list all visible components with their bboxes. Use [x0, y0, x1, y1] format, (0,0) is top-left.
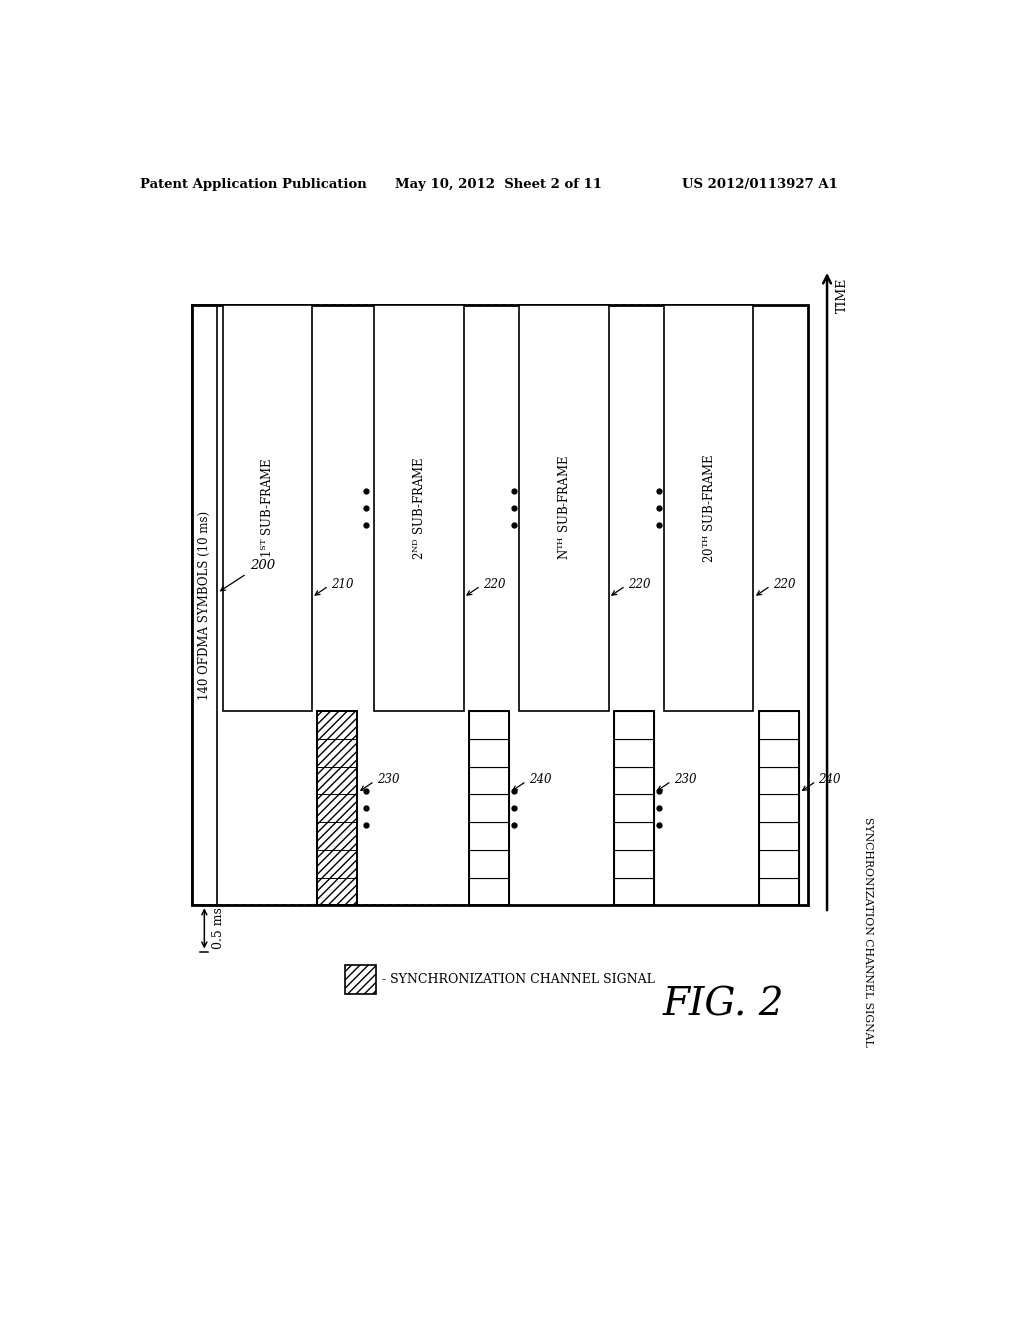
Bar: [469, 878, 509, 906]
Text: TIME: TIME: [837, 277, 849, 313]
Bar: [469, 822, 509, 850]
Bar: [614, 878, 654, 906]
Bar: [469, 767, 509, 795]
Text: 230: 230: [674, 774, 696, 787]
Text: 140 OFDMA SYMBOLS (10 ms): 140 OFDMA SYMBOLS (10 ms): [198, 511, 211, 700]
Bar: [317, 711, 357, 906]
Text: Patent Application Publication: Patent Application Publication: [139, 178, 367, 190]
Text: 220: 220: [628, 578, 650, 591]
Bar: [614, 711, 654, 739]
Bar: [375, 305, 464, 711]
Bar: [191, 305, 217, 906]
Text: SYNCHRONIZATION CHANNEL SIGNAL: SYNCHRONIZATION CHANNEL SIGNAL: [863, 817, 873, 1047]
Text: 240: 240: [528, 774, 551, 787]
Bar: [759, 711, 799, 739]
Bar: [345, 965, 376, 994]
Bar: [759, 767, 799, 795]
Text: - SYNCHRONIZATION CHANNEL SIGNAL: - SYNCHRONIZATION CHANNEL SIGNAL: [382, 973, 655, 986]
Text: $\mathregular{N^{TH}}$ SUB-FRAME: $\mathregular{N^{TH}}$ SUB-FRAME: [556, 455, 571, 561]
Bar: [759, 850, 799, 878]
Bar: [759, 711, 799, 906]
Bar: [614, 739, 654, 767]
Bar: [614, 795, 654, 822]
Bar: [519, 305, 608, 711]
Text: 220: 220: [773, 578, 796, 591]
Bar: [665, 305, 754, 711]
Bar: [614, 850, 654, 878]
Bar: [759, 822, 799, 850]
Text: 230: 230: [377, 774, 399, 787]
Bar: [614, 767, 654, 795]
Bar: [469, 711, 509, 906]
Text: FIG. 2: FIG. 2: [663, 987, 784, 1024]
Bar: [317, 711, 357, 906]
Text: 200: 200: [250, 560, 274, 572]
Text: 0.5 ms: 0.5 ms: [212, 907, 225, 949]
Bar: [469, 795, 509, 822]
Bar: [759, 878, 799, 906]
Bar: [469, 739, 509, 767]
Text: $\mathregular{1^{ST}}$ SUB-FRAME: $\mathregular{1^{ST}}$ SUB-FRAME: [259, 458, 275, 558]
Text: 220: 220: [483, 578, 506, 591]
Bar: [469, 850, 509, 878]
Bar: [222, 305, 311, 711]
Bar: [759, 795, 799, 822]
Bar: [469, 711, 509, 739]
Text: $\mathregular{20^{TH}}$ SUB-FRAME: $\mathregular{20^{TH}}$ SUB-FRAME: [700, 453, 717, 562]
Bar: [759, 739, 799, 767]
Text: $\mathregular{2^{ND}}$ SUB-FRAME: $\mathregular{2^{ND}}$ SUB-FRAME: [411, 457, 427, 560]
Bar: [614, 822, 654, 850]
Text: US 2012/0113927 A1: US 2012/0113927 A1: [682, 178, 838, 190]
Bar: [191, 305, 808, 906]
Bar: [614, 711, 654, 906]
Text: 210: 210: [331, 578, 353, 591]
Text: 240: 240: [818, 774, 841, 787]
Text: May 10, 2012  Sheet 2 of 11: May 10, 2012 Sheet 2 of 11: [395, 178, 602, 190]
